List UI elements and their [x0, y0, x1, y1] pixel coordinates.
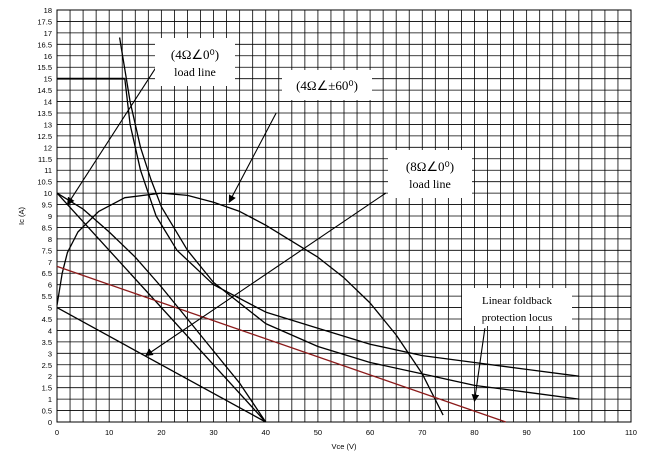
- annotation-box-1: [155, 38, 235, 86]
- series-line-4: [56, 192, 444, 416]
- y-tick-label: 18: [44, 6, 52, 15]
- y-tick-label: 14.5: [37, 86, 52, 95]
- x-tick-label: 30: [209, 428, 217, 437]
- annotation-arrow-4: [471, 328, 486, 403]
- series-line-6: [56, 307, 267, 423]
- x-tick-label: 0: [55, 428, 59, 437]
- y-tick-label: 8: [48, 235, 52, 244]
- y-tick-label: 15: [44, 75, 52, 84]
- y-tick-label: 2: [48, 372, 52, 381]
- y-tick-label: 17.5: [37, 17, 52, 26]
- y-tick-label: 9: [48, 212, 52, 221]
- annotation-arrow-2: [228, 112, 277, 203]
- y-tick-label: 15.5: [37, 63, 52, 72]
- y-tick-label: 1.5: [42, 384, 52, 393]
- y-axis-label: Ic (A): [17, 207, 26, 225]
- y-tick-label: 3: [48, 349, 52, 358]
- series-line-7: [56, 265, 507, 423]
- annotation-subtext: load line: [174, 65, 216, 79]
- annotation-subtext: load line: [409, 177, 451, 191]
- y-tick-label: 12.5: [37, 132, 52, 141]
- y-tick-label: 5.5: [42, 292, 52, 301]
- y-tick-labels: 00.511.522.533.544.555.566.577.588.599.5…: [37, 6, 52, 427]
- y-tick-label: 13: [44, 120, 52, 129]
- y-tick-label: 9.5: [42, 201, 52, 210]
- y-tick-label: 16: [44, 52, 52, 61]
- y-tick-label: 11: [44, 166, 52, 175]
- y-tick-label: 0: [48, 418, 52, 427]
- y-tick-label: 16.5: [37, 40, 52, 49]
- y-tick-label: 14: [44, 98, 52, 107]
- y-tick-label: 1: [48, 395, 52, 404]
- y-tick-label: 3.5: [42, 338, 52, 347]
- annotation-arrow-3: [145, 192, 387, 357]
- x-tick-label: 60: [366, 428, 374, 437]
- x-tick-label: 80: [470, 428, 478, 437]
- annotation-pointers: [66, 66, 486, 403]
- annotation-text: (4Ω∠±60⁰): [296, 78, 358, 93]
- series-line-3: [118, 37, 579, 400]
- annotation-box-3: [388, 150, 472, 198]
- y-tick-label: 10: [44, 189, 52, 198]
- y-tick-label: 7: [48, 258, 52, 267]
- y-tick-label: 7.5: [42, 246, 52, 255]
- x-tick-label: 40: [262, 428, 270, 437]
- annotation-text: (4Ω∠0⁰): [171, 47, 219, 62]
- series-line-2: [124, 78, 579, 377]
- annotation-subtext: protection locus: [482, 312, 553, 324]
- x-tick-labels: 0 10 20 30 40 50 60 70 80 90 100 110: [55, 428, 637, 437]
- series-line-8: [56, 192, 267, 423]
- annotations: (4Ω∠0⁰) load line (4Ω∠±60⁰) (8Ω∠0⁰) load lin…: [155, 38, 572, 326]
- x-tick-label: 70: [418, 428, 426, 437]
- x-tick-label: 90: [522, 428, 530, 437]
- x-tick-label: 10: [105, 428, 113, 437]
- annotation-arrow-1: [66, 66, 157, 206]
- y-tick-label: 0.5: [42, 407, 52, 416]
- plot-frame: [56, 9, 632, 423]
- axes: [56, 9, 632, 423]
- x-axis-label: Vce (V): [331, 442, 357, 451]
- y-tick-label: 4.5: [42, 315, 52, 324]
- y-tick-label: 8.5: [42, 223, 52, 232]
- y-tick-label: 13.5: [37, 109, 52, 118]
- annotation-text: (8Ω∠0⁰): [406, 159, 454, 174]
- x-tick-label: 110: [625, 428, 637, 437]
- y-tick-label: 10.5: [37, 178, 52, 187]
- y-tick-label: 5: [48, 304, 52, 313]
- x-tick-label: 100: [573, 428, 586, 437]
- annotation-box-4: [462, 288, 572, 326]
- y-tick-label: 17: [44, 29, 52, 38]
- y-tick-label: 6: [48, 281, 52, 290]
- y-tick-label: 4: [48, 326, 52, 335]
- y-tick-label: 6.5: [42, 269, 52, 278]
- y-tick-label: 11.5: [38, 155, 52, 164]
- x-tick-label: 50: [314, 428, 322, 437]
- annotation-text: Linear foldback: [482, 295, 552, 307]
- y-tick-label: 2.5: [42, 361, 52, 370]
- x-tick-label: 20: [157, 428, 165, 437]
- annotation-box-2: [282, 70, 372, 100]
- series-line-5: [56, 192, 267, 423]
- y-tick-label: 12: [44, 143, 52, 152]
- series-group: [56, 37, 579, 423]
